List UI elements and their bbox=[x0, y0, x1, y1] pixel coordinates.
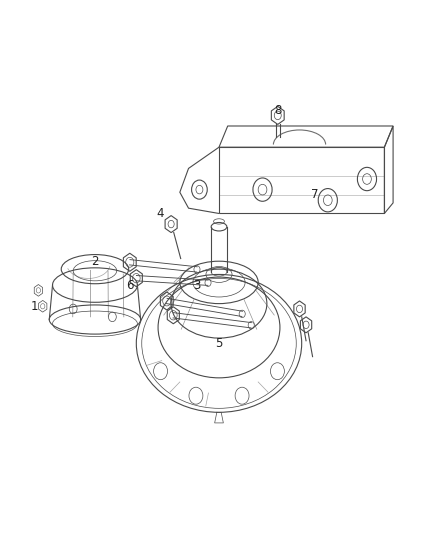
Text: 8: 8 bbox=[274, 103, 282, 117]
Text: 1: 1 bbox=[30, 300, 38, 313]
Text: 5: 5 bbox=[215, 337, 223, 350]
Text: 6: 6 bbox=[126, 279, 134, 292]
Text: 4: 4 bbox=[156, 207, 164, 220]
Text: 7: 7 bbox=[311, 189, 318, 201]
Text: 3: 3 bbox=[194, 279, 201, 292]
Text: 2: 2 bbox=[91, 255, 99, 268]
